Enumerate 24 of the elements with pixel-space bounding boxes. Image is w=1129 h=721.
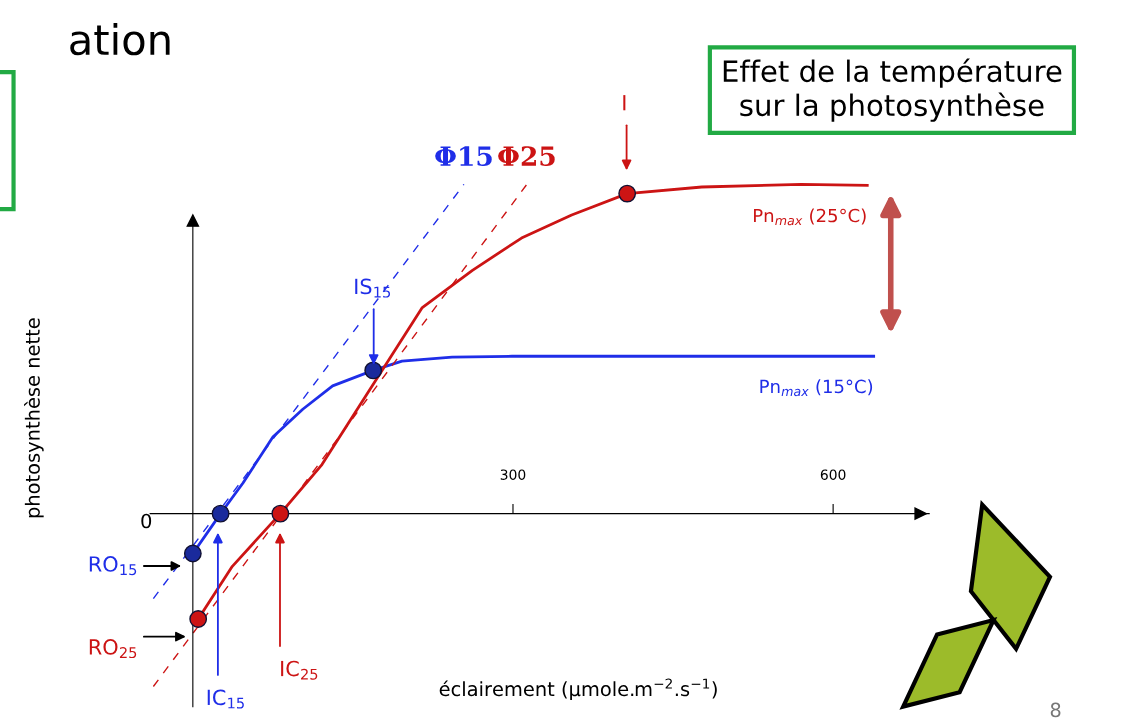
series-label: Φ15 [435,146,492,167]
series-label: Φ25 [498,146,555,167]
x-axis-title: éclairement (µmole.m$^{−2}$.s$^{−1}$) [439,678,717,701]
series-label: Pn$_{max}$ (25°C) [754,208,866,226]
text: 8 [1050,702,1061,718]
series-label: Pn$_{max}$ (15°C) [760,379,873,397]
text: ation [70,23,170,56]
point [189,610,208,628]
x-tick-label: 600 [820,469,846,480]
text: IC$_{15}$ [207,689,244,709]
text: Effet de la température sur la photosynthèse [723,58,1062,122]
annotation: 0 [141,513,152,529]
x-tick-label: 300 [500,469,526,480]
point [211,504,230,523]
annotation: IS$_{15}$ [355,278,391,298]
point [364,361,383,380]
text: RO$_{25}$ [89,639,137,659]
point [271,504,290,523]
point [183,544,202,563]
point [618,184,637,203]
text: I [623,95,626,111]
annotation: IC$_{25}$ [281,660,318,680]
text: RO$_{15}$ [89,556,137,576]
text: photosynthèse nette [24,318,44,518]
